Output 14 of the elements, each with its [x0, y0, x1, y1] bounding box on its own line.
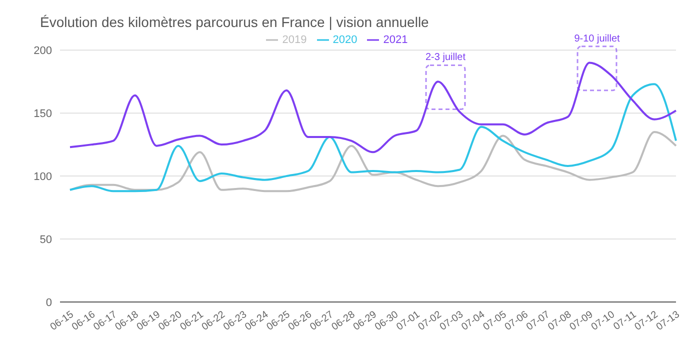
annotation: 9-10 juillet — [574, 33, 620, 44]
chart-title: Évolution des kilomètres parcourus en France | vision annuelle — [40, 14, 429, 30]
legend-label: 2020 — [332, 34, 358, 46]
legend-label: 2021 — [383, 34, 408, 46]
y-tick-label: 100 — [34, 170, 52, 183]
line-series — [69, 130, 677, 192]
y-tick-label: 200 — [34, 45, 52, 57]
y-tick-label: 150 — [34, 108, 52, 120]
line-series — [69, 62, 677, 154]
y-tick-label: 0 — [46, 296, 52, 309]
y-tick-label: 50 — [40, 234, 52, 246]
line-series — [69, 83, 677, 192]
annotation: 2-3 juillet — [425, 52, 466, 64]
legend-label: 2019 — [282, 34, 307, 46]
